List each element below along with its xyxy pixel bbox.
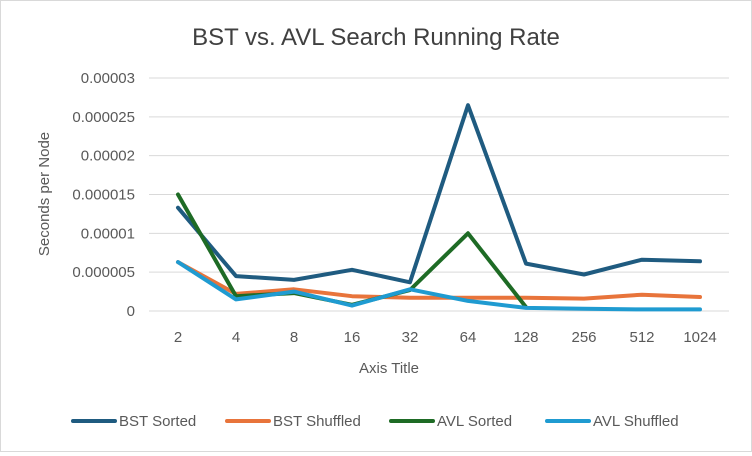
y-tick-label: 0.00001: [81, 225, 135, 242]
legend-entry: AVL Sorted: [391, 413, 512, 430]
y-tick-label: 0.000015: [72, 187, 135, 204]
x-tick-label: 64: [460, 329, 477, 346]
legend-label: AVL Sorted: [437, 413, 512, 430]
series-lines: [178, 105, 700, 309]
y-tick-label: 0: [127, 303, 135, 320]
y-tick-label: 0.00003: [81, 70, 135, 87]
legend-entry: AVL Shuffled: [547, 413, 679, 430]
series-line-bst-sorted: [178, 105, 700, 282]
legend-label: AVL Shuffled: [593, 413, 679, 430]
y-tick-label: 0.000025: [72, 109, 135, 126]
x-tick-label: 8: [290, 329, 298, 346]
y-tick-label: 0.000005: [72, 264, 135, 281]
legend-entry: BST Shuffled: [227, 413, 361, 430]
x-axis-ticks: 2 4 8 16 32 64 128 256 512 1024: [174, 329, 717, 346]
x-tick-label: 32: [402, 329, 419, 346]
x-tick-label: 256: [571, 329, 596, 346]
y-axis-title: Seconds per Node: [36, 132, 53, 256]
legend-entry: BST Sorted: [73, 413, 196, 430]
chart-title: BST vs. AVL Search Running Rate: [192, 24, 560, 51]
x-tick-label: 2: [174, 329, 182, 346]
x-tick-label: 16: [344, 329, 361, 346]
legend-label: BST Shuffled: [273, 413, 361, 430]
legend: BST Sorted BST Shuffled AVL Sorted AVL Shuf…: [73, 413, 679, 430]
x-tick-label: 4: [232, 329, 240, 346]
y-tick-label: 0.00002: [81, 148, 135, 165]
x-tick-label: 128: [513, 329, 538, 346]
y-axis-ticks: 0 0.000005 0.00001 0.000015 0.00002 0.000025 0…: [72, 70, 135, 320]
x-tick-label: 512: [629, 329, 654, 346]
legend-label: BST Sorted: [119, 413, 196, 430]
x-axis-title: Axis Title: [359, 360, 419, 377]
x-tick-label: 1024: [683, 329, 716, 346]
series-line-avl-shuffled: [178, 262, 700, 309]
